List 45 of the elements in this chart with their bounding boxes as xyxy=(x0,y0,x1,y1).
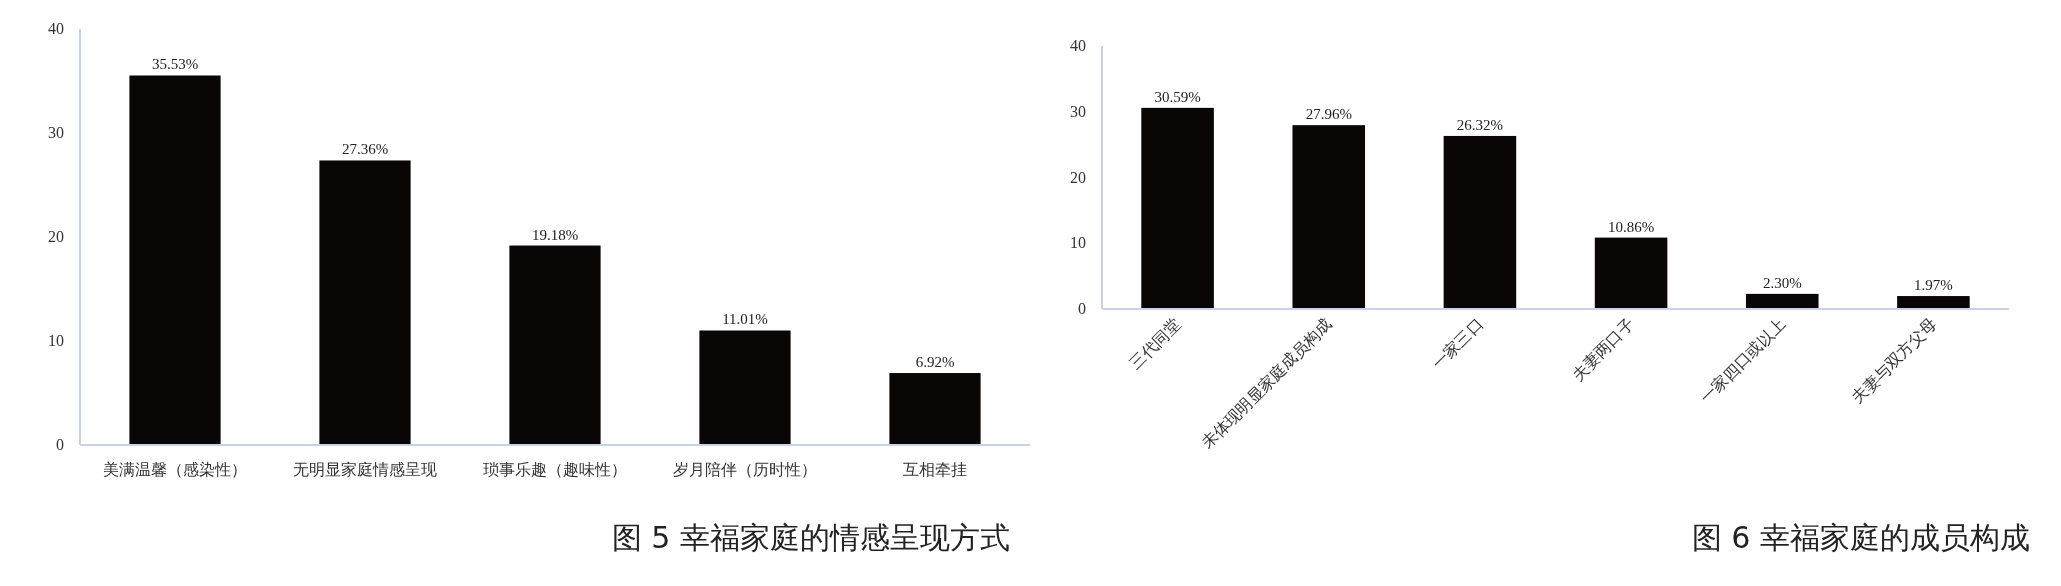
data-label: 27.36% xyxy=(341,141,389,158)
data-label: 19.18% xyxy=(531,226,579,243)
x-tick-label: 三代同堂 xyxy=(1125,314,1185,374)
text: 图 6 幸福家庭的成员构成 xyxy=(1691,520,2030,555)
x-tick-label: 夫妻两口子 xyxy=(1567,314,1638,385)
bar xyxy=(509,245,601,445)
bar xyxy=(319,160,411,445)
y-tick-label: 10 xyxy=(48,332,64,349)
bar xyxy=(1745,293,1819,309)
y-tick-label: 20 xyxy=(48,228,64,245)
x-tick-label: 夫妻与双方父母 xyxy=(1847,314,1941,408)
y-tick-label: 30 xyxy=(48,124,64,141)
data-label: 30.59% xyxy=(1154,88,1201,105)
y-tick-label: 40 xyxy=(48,20,64,37)
data-label: 11.01% xyxy=(722,311,768,328)
y-tick-label: 10 xyxy=(1070,234,1086,252)
bar xyxy=(1594,237,1668,309)
x-tick-label: 无明显家庭情感呈现 xyxy=(293,460,437,479)
x-tick-label: 岁月陪伴（历时性） xyxy=(673,460,817,479)
data-label: 26.32% xyxy=(1456,116,1504,133)
bar xyxy=(1141,107,1214,309)
x-tick-label: 琐事乐趣（趣味性） xyxy=(483,460,627,479)
y-tick-label: 20 xyxy=(1070,168,1086,186)
x-tick-label: 一家四口或以上 xyxy=(1696,314,1790,408)
bar xyxy=(1292,125,1366,309)
x-tick-label: 互相牵挂 xyxy=(903,460,967,479)
x-tick-label: 未体现明显家庭成员构成 xyxy=(1197,314,1336,453)
bar xyxy=(1897,296,1970,309)
data-label: 6.92% xyxy=(915,354,955,371)
bar xyxy=(129,75,221,445)
x-tick-label: 一家三口 xyxy=(1428,314,1487,374)
y-tick-label: 30 xyxy=(1070,102,1086,120)
y-tick-label: 0 xyxy=(1078,300,1086,317)
data-label: 2.30% xyxy=(1762,274,1802,291)
data-label: 35.53% xyxy=(151,56,199,73)
text: 图 5 幸福家庭的情感呈现方式 xyxy=(611,520,1010,555)
bar xyxy=(699,330,791,445)
data-label: 27.96% xyxy=(1305,106,1352,123)
y-tick-label: 0 xyxy=(56,436,64,453)
data-label: 10.86% xyxy=(1607,218,1655,235)
x-tick-label: 美满温馨（感染性） xyxy=(103,460,247,479)
y-tick-label: 40 xyxy=(1070,37,1086,54)
data-label: 1.97% xyxy=(1914,277,1953,294)
bar xyxy=(1443,135,1517,309)
bar xyxy=(889,373,981,445)
